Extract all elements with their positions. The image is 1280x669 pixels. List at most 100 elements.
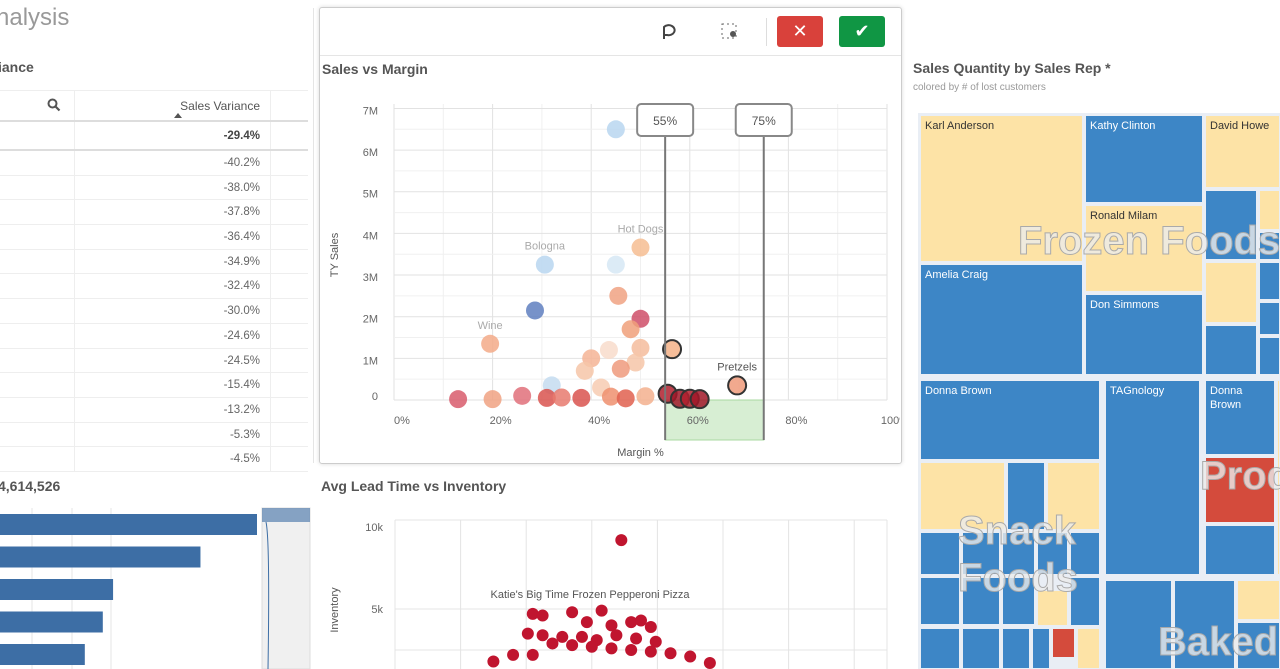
sales-variance-header[interactable]: Sales Variance (180, 99, 260, 113)
treemap-cell[interactable] (1259, 262, 1280, 300)
treemap-cell[interactable] (1205, 190, 1257, 260)
table-row[interactable]: -34.9% (0, 249, 308, 275)
treemap-cell[interactable] (920, 462, 1005, 530)
point-label: Hot Dogs (618, 224, 664, 236)
treemap-cell[interactable] (1205, 457, 1275, 523)
data-point (507, 648, 520, 661)
category-label: Frozen Foods (1017, 219, 1280, 264)
treemap-cell[interactable] (1037, 532, 1068, 575)
treemap-cell[interactable]: Amelia Craig (920, 264, 1083, 375)
table-row[interactable]: -36.4% (0, 225, 308, 250)
data-point (566, 639, 579, 652)
data-point (649, 635, 662, 648)
treemap-cell[interactable] (1002, 628, 1030, 669)
treemap-cell[interactable] (1007, 462, 1045, 530)
treemap-cell[interactable]: TAGnology (1105, 380, 1200, 575)
treemap-cell[interactable] (920, 532, 960, 575)
table-row[interactable]: -30.0% (0, 299, 308, 324)
category-label-part: Foods (958, 556, 1079, 601)
data-point (595, 604, 608, 617)
data-point (546, 637, 559, 650)
sales-vs-margin-panel[interactable]: ✕ ✔ Sales vs Margin (319, 7, 902, 464)
treemap-cell[interactable] (1002, 532, 1035, 575)
treemap-cell[interactable] (1047, 462, 1100, 530)
cancel-selection-button[interactable]: ✕ (777, 16, 823, 47)
treemap-cell[interactable] (1070, 532, 1100, 575)
treemap-cell[interactable] (1205, 262, 1257, 323)
treemap-cell[interactable] (1002, 577, 1035, 625)
divider (313, 8, 314, 463)
treemap-cell[interactable]: Kathy Clinton (1085, 115, 1203, 203)
treemap-cell[interactable]: Karl Anderson (920, 115, 1083, 262)
table-row[interactable]: -15.4% (0, 373, 308, 398)
rect-select-icon[interactable] (720, 22, 740, 47)
table-row[interactable]: -24.5% (0, 348, 308, 374)
data-point (481, 334, 500, 353)
sales-variance-cell: -24.6% (223, 329, 260, 342)
treemap-cell[interactable] (962, 628, 1000, 669)
treemap-cell[interactable] (1259, 302, 1280, 335)
data-point (606, 255, 625, 274)
bar-chart[interactable] (0, 500, 312, 669)
sales-rep-label: Karl Anderson (925, 120, 995, 132)
mini-chart-scrollbar[interactable] (261, 507, 311, 669)
y-tick-label: 1M (363, 355, 378, 367)
data-point (605, 619, 618, 632)
treemap-cell[interactable] (920, 577, 960, 625)
data-point (727, 375, 748, 396)
table-row[interactable]: -37.8% (0, 200, 308, 226)
treemap[interactable]: Karl Anderson Kathy Clinton David Howe Rona… (918, 113, 1280, 669)
table-row[interactable]: -24.6% (0, 323, 308, 349)
lead-time-chart[interactable]: 10k 5k Inventory Katie's Big Time Frozen Pe… (320, 505, 900, 669)
treemap-cell[interactable]: Ronald Milam (1085, 205, 1203, 292)
treemap-cell[interactable] (1205, 325, 1257, 375)
table-row[interactable]: -40.2% (0, 151, 308, 176)
treemap-cell[interactable] (962, 532, 1000, 575)
sales-rep-label: TAGnology (1110, 385, 1165, 397)
treemap-cell[interactable] (1205, 525, 1275, 575)
table-row[interactable]: -38.0% (0, 175, 308, 201)
treemap-cell[interactable]: Don Simmons (1085, 294, 1203, 375)
lasso-icon[interactable] (660, 22, 680, 47)
sales-vs-margin-chart[interactable]: 0% 20% 40% 60% 80% 100% 0 1M 2M 3M 4M 5M 6M 7M Margin … (320, 90, 900, 462)
sales-rep-label: Don Simmons (1090, 299, 1160, 311)
y-tick-label: 2M (363, 314, 378, 326)
treemap-cell[interactable] (1070, 577, 1100, 626)
treemap-cell[interactable] (920, 628, 960, 669)
sales-variance-cell: -37.8% (223, 206, 260, 219)
y-tick-label: 0 (372, 391, 378, 403)
category-label: Baked Goods (1158, 620, 1280, 665)
treemap-cell[interactable] (1077, 628, 1100, 669)
range-handle-label: 75% (752, 114, 776, 128)
table-row[interactable]: -5.3% (0, 422, 308, 448)
y-tick-label: 5M (363, 189, 378, 201)
sales-variance-cell: -4.5% (229, 453, 260, 466)
data-point (605, 642, 618, 655)
confirm-selection-button[interactable]: ✔ (839, 16, 885, 47)
treemap-cell[interactable] (1237, 580, 1280, 620)
table-row[interactable]: -4.5% (0, 447, 308, 472)
data-point (601, 387, 620, 406)
treemap-cell[interactable] (1174, 580, 1235, 669)
data-point (536, 609, 549, 622)
data-point (580, 616, 593, 629)
treemap-cell[interactable] (1052, 628, 1075, 658)
treemap-cell[interactable]: David Howe (1205, 115, 1280, 188)
scroll-thumb[interactable] (262, 508, 310, 522)
table-row[interactable]: -32.4% (0, 274, 308, 300)
y-tick-label: 6M (363, 147, 378, 159)
table-row[interactable]: -13.2% (0, 397, 308, 423)
treemap-cell[interactable] (1237, 622, 1280, 669)
treemap-cell[interactable]: Donna Brown (1205, 380, 1275, 455)
treemap-cell[interactable] (1037, 590, 1068, 626)
data-point (636, 387, 655, 406)
treemap-cell[interactable] (962, 577, 1000, 625)
treemap-cell[interactable]: Donna Brown (920, 380, 1100, 460)
mini-chart-line (265, 521, 270, 669)
data-point (625, 616, 638, 629)
data-point (552, 388, 571, 407)
search-icon[interactable] (47, 98, 61, 112)
treemap-cell[interactable] (1105, 580, 1172, 669)
treemap-cell[interactable] (1259, 337, 1280, 375)
treemap-cell[interactable] (1032, 628, 1050, 669)
